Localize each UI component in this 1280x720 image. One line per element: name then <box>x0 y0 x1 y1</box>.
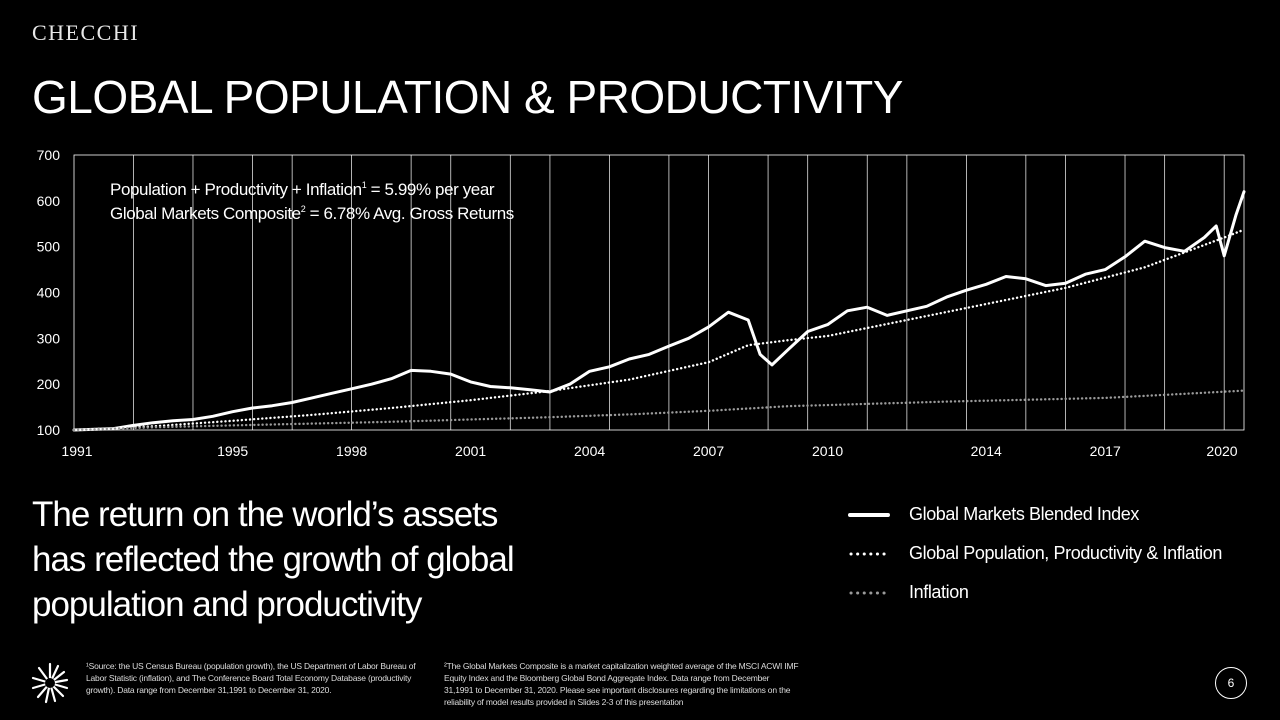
y-tick-label: 300 <box>37 330 61 346</box>
y-tick-label: 700 <box>37 147 61 163</box>
legend-label: Inflation <box>909 582 969 602</box>
chart-axes: 100 200 300 400 500 600 700 1991 1995 1998 2001 200… <box>37 147 1238 459</box>
page-number: 6 <box>1215 667 1247 699</box>
footnote-ref-1: 1 <box>362 180 367 190</box>
x-tick-label: 2007 <box>693 443 724 459</box>
dotted-line-swatch <box>849 552 888 556</box>
chart-series <box>72 190 1246 432</box>
footnote-ref-2: 2 <box>301 204 306 214</box>
y-tick-label: 100 <box>37 422 61 438</box>
line-chart: 100 200 300 400 500 600 700 1991 1995 1998 2001 200… <box>37 147 1246 459</box>
footnote-1: ¹Source: the US Census Bureau (populatio… <box>86 661 416 695</box>
headline-line: has reflected the growth of global <box>32 540 515 579</box>
x-tick-label: 1995 <box>217 443 248 459</box>
brand-logo: CHECCHI <box>32 20 140 45</box>
x-tick-label: 2004 <box>574 443 605 459</box>
legend-label: Global Markets Blended Index <box>909 504 1139 524</box>
dotted-line-swatch <box>849 591 888 595</box>
y-tick-label: 200 <box>37 376 61 392</box>
annotation-line-2: Global Markets Composite2 = 6.78% Avg. G… <box>110 204 514 223</box>
y-tick-label: 500 <box>37 239 61 255</box>
footnote-2: ²The Global Markets Composite is a marke… <box>444 661 799 707</box>
x-tick-label: 2020 <box>1206 443 1237 459</box>
series-line-2 <box>72 389 1246 432</box>
solid-line-swatch <box>848 513 890 517</box>
x-tick-label: 1998 <box>336 443 367 459</box>
series-line-1 <box>72 228 1246 432</box>
headline-line: The return on the world’s assets <box>32 495 498 534</box>
x-tick-label: 2014 <box>971 443 1002 459</box>
x-tick-label: 2010 <box>812 443 843 459</box>
x-tick-label: 1991 <box>61 443 92 459</box>
headline: The return on the world’s assets has ref… <box>32 492 592 627</box>
starburst-logo-icon <box>31 662 69 704</box>
page-title: GLOBAL POPULATION & PRODUCTIVITY <box>32 71 903 123</box>
y-tick-label: 400 <box>37 285 61 301</box>
chart-grid <box>73 154 1245 431</box>
y-tick-label: 600 <box>37 193 61 209</box>
x-tick-label: 2017 <box>1090 443 1121 459</box>
series-line-0 <box>72 190 1246 432</box>
x-tick-label: 2001 <box>455 443 486 459</box>
annotation-line-1: Population + Productivity + Inflation1 =… <box>110 180 495 199</box>
headline-line: population and productivity <box>32 585 422 624</box>
legend-label: Global Population, Productivity & Inflat… <box>909 543 1222 563</box>
plot-frame <box>73 154 1245 431</box>
